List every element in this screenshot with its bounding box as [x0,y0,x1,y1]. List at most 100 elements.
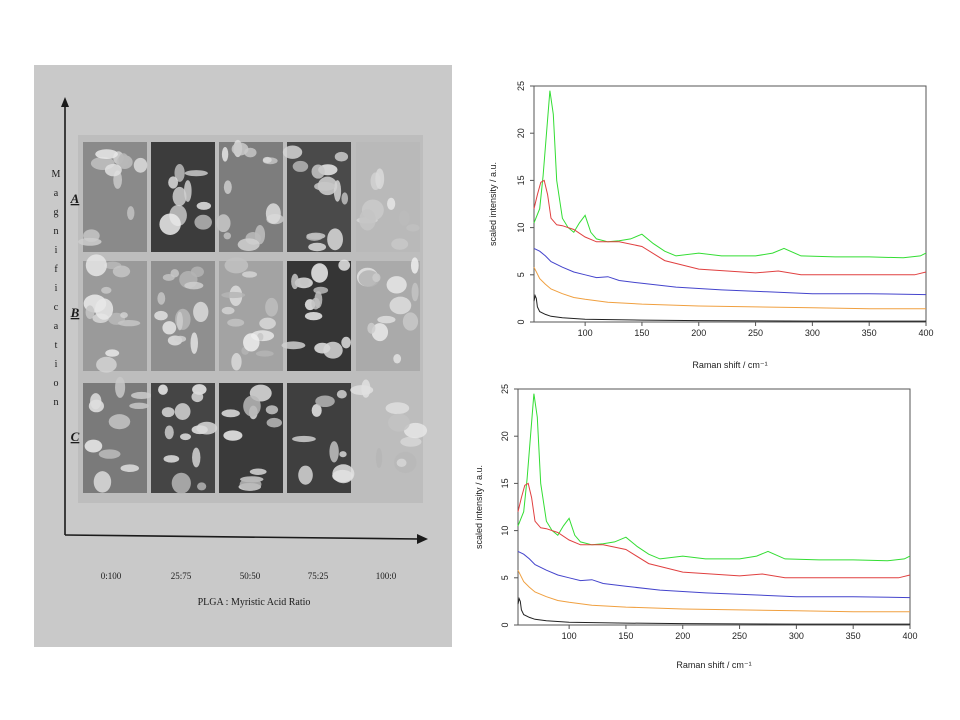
particle [339,451,347,458]
particle [159,213,181,235]
particle [85,254,107,277]
micrograph-cell [151,142,215,252]
particle [403,422,428,439]
micrograph-cell [78,142,148,252]
micrograph-cell [219,257,283,371]
particle [131,391,152,400]
particle [120,312,128,319]
particle [101,286,112,294]
particle [108,414,131,430]
particle [406,224,420,232]
particle [243,395,261,417]
particle [85,305,95,320]
y-ticks: 0 5 10 15 20 25 [516,81,534,325]
particle [265,203,281,224]
x-axis-arrowhead [417,534,428,544]
particle [194,214,212,230]
particle [304,311,323,321]
particle [400,436,422,447]
column-label: 25:75 [171,571,192,581]
y-axis-arrowhead [61,97,69,107]
x-tick-label: 150 [634,328,649,338]
x-tick-label: 200 [675,631,690,641]
micrograph-cell [356,257,420,371]
particle [292,435,316,443]
series-line [517,482,911,579]
particle [367,322,376,334]
micrograph-cell [219,383,283,493]
row-labels: A B C [70,191,80,444]
micrograph-cell [83,254,147,373]
plot-frame [533,85,927,323]
particle [341,336,352,349]
series-line [533,90,927,259]
particle [341,192,349,205]
micrograph-cell [83,376,152,493]
particle [115,376,126,398]
magnification-letter: c [54,302,59,313]
particle [184,170,208,177]
particle [193,301,209,323]
particle [281,341,306,350]
x-tick-label: 200 [691,328,706,338]
series-line [533,293,926,322]
particle [393,354,402,364]
x-axis-label: Raman shift / cm⁻¹ [692,360,767,370]
x-ticks: 100 150 200 250 300 350 400 [578,322,934,338]
particle [224,257,249,274]
x-tick-label: 100 [562,631,577,641]
particle [196,201,212,210]
particle [372,273,381,283]
particle [174,163,185,182]
y-ticks: 0 5 10 15 20 25 [500,384,518,628]
magnification-letter: f [54,264,58,275]
particle [197,482,207,491]
x-axis-label: Raman shift / cm⁻¹ [676,660,751,670]
particle [133,157,148,173]
particle [190,332,198,354]
particle [265,405,279,415]
particle [223,430,243,441]
micrograph-cells [78,139,428,494]
magnification-letter: t [55,340,58,351]
magnification-letter: i [55,359,58,370]
particle [105,349,120,357]
y-tick-label: 15 [500,478,510,488]
micrograph-cell [282,142,351,252]
particle [196,421,218,435]
particle [221,147,229,162]
particle [282,145,303,159]
particle [161,407,175,418]
y-axis-label: scaled intensity / a.u. [488,162,498,246]
particle [388,413,410,432]
particle [314,181,336,191]
y-tick-label: 0 [516,319,526,324]
particle [386,276,407,294]
particle [377,315,396,324]
y-tick-label: 25 [500,384,510,394]
particle [332,464,355,484]
particle [323,341,343,359]
x-axis-label: PLGA : Myristic Acid Ratio [198,597,311,608]
particle [162,321,177,335]
particle [223,232,232,240]
raman-chart-bottom: 100 150 200 250 300 350 400 0 5 10 15 20 25 Raman s… [460,384,950,674]
particle [221,409,240,418]
series-line [517,550,911,599]
particle [168,176,179,189]
series-line [533,247,927,296]
row-label: C [71,429,80,444]
particle [391,238,409,250]
particle [249,468,267,475]
particle [171,472,191,494]
particle [262,156,272,163]
x-tick-label: 300 [805,328,820,338]
x-tick-label: 300 [789,631,804,641]
magnification-letter: M [52,169,61,180]
particle [375,168,385,190]
particle [334,151,349,162]
series-lines [533,90,927,322]
x-tick-label: 350 [846,631,861,641]
